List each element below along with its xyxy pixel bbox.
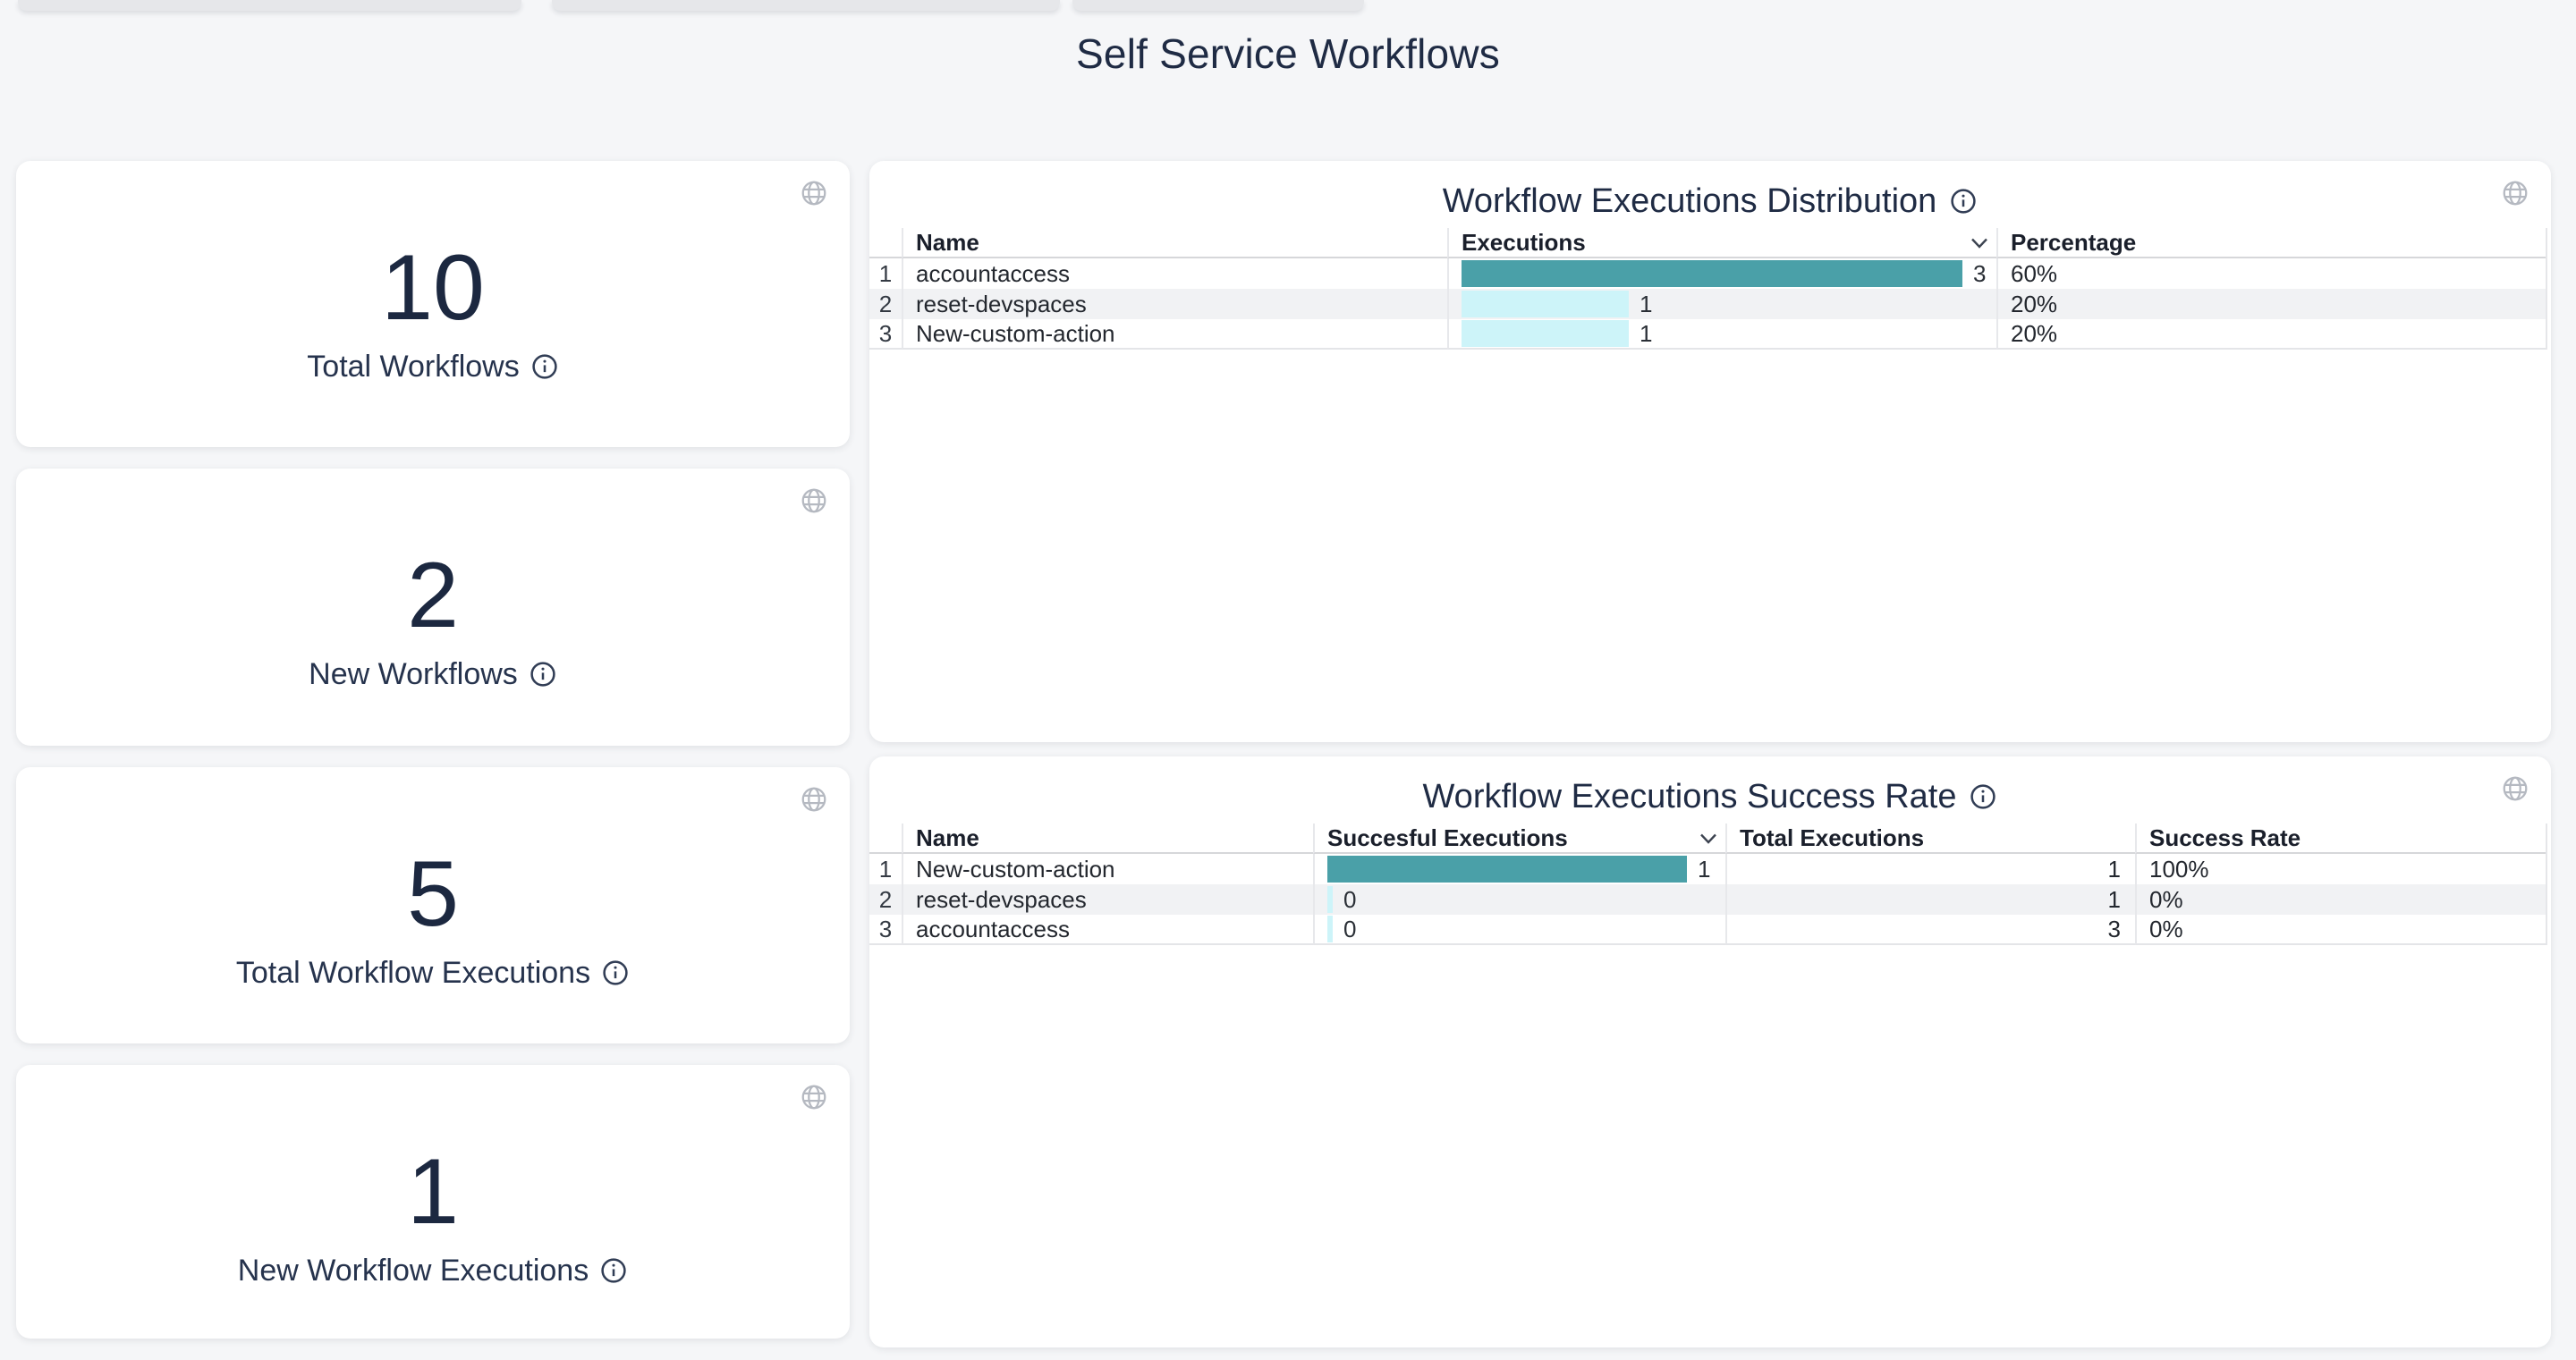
column-header-index — [869, 228, 902, 258]
page-title: Self Service Workflows — [1076, 30, 1500, 77]
row-index: 2 — [869, 884, 902, 915]
stat-label: New Workflows — [309, 657, 518, 691]
cell-percentage: 20% — [1996, 289, 2546, 319]
stat-label: Total Workflow Executions — [235, 956, 591, 990]
cell-name: New-custom-action — [902, 319, 1447, 350]
stat-card-total-workflows: 10 Total Workflows — [16, 161, 850, 447]
bar-value: 1 — [1640, 320, 1653, 347]
stat-label-row: New Workflow Executions — [238, 1253, 628, 1288]
value-bar — [1462, 291, 1629, 317]
data-table-executions-distribution: Name Executions Percentage 1 accountaccess 3 6… — [869, 228, 2547, 350]
column-header-label: Name — [916, 229, 979, 256]
value-bar — [1327, 916, 1333, 942]
cell-success-rate: 0% — [2135, 915, 2546, 945]
cell-executions-bar: 1 — [1447, 289, 1996, 319]
top-card-edge — [18, 0, 521, 11]
column-header-succesful-executions[interactable]: Succesful Executions — [1313, 824, 1725, 854]
row-index: 2 — [869, 289, 902, 319]
globe-icon[interactable] — [800, 179, 828, 207]
cell-success-rate: 0% — [2135, 884, 2546, 915]
cell-name: reset-devspaces — [902, 884, 1313, 915]
cell-name: reset-devspaces — [902, 289, 1447, 319]
stat-value: 2 — [407, 544, 459, 647]
cell-percentage: 60% — [1996, 258, 2546, 289]
column-header-index — [869, 824, 902, 854]
cell-executions-bar: 3 — [1447, 258, 1996, 289]
table-card-workflow-executions-distribution: Workflow Executions Distribution Name Exe… — [869, 161, 2551, 742]
column-header-label: Total Executions — [1740, 824, 1925, 851]
stat-label: New Workflow Executions — [237, 1254, 589, 1288]
stat-cards-column: 10 Total Workflows 2 New Workflows 5 Total Wo… — [16, 161, 850, 1360]
info-icon[interactable] — [529, 660, 557, 688]
table-card-workflow-executions-success-rate: Workflow Executions Success Rate Name Suc… — [869, 756, 2551, 1347]
stat-card-new-workflow-executions: 1 New Workflow Executions — [16, 1065, 850, 1339]
column-header-executions[interactable]: Executions — [1447, 228, 1996, 258]
table-card-header: Workflow Executions Distribution — [869, 161, 2551, 222]
stat-value: 5 — [407, 842, 459, 946]
stat-label-row: Total Workflow Executions — [236, 955, 630, 991]
cell-name: accountaccess — [902, 915, 1313, 945]
info-icon[interactable] — [1949, 187, 1978, 215]
column-header-label: Success Rate — [2149, 824, 2301, 851]
column-header-label: Succesful Executions — [1327, 824, 1568, 851]
value-bar — [1462, 320, 1629, 347]
stat-card-total-workflow-executions: 5 Total Workflow Executions — [16, 767, 850, 1043]
cell-successful-executions-bar: 0 — [1313, 884, 1725, 915]
column-header-label: Name — [916, 824, 979, 851]
info-icon[interactable] — [530, 352, 559, 381]
data-table-success-rate: Name Succesful Executions Total Executions… — [869, 824, 2547, 945]
cell-executions-bar: 1 — [1447, 319, 1996, 350]
value-bar — [1327, 856, 1687, 883]
row-index: 3 — [869, 915, 902, 945]
cell-total-executions: 1 — [1725, 854, 2135, 884]
row-index: 3 — [869, 319, 902, 350]
cell-total-executions: 3 — [1725, 915, 2135, 945]
cell-percentage: 20% — [1996, 319, 2546, 350]
bar-value: 0 — [1343, 886, 1357, 913]
top-card-edge — [1072, 0, 1364, 11]
stat-label-row: Total Workflows — [307, 349, 558, 384]
globe-icon[interactable] — [2501, 179, 2529, 207]
table-cards-column: Workflow Executions Distribution Name Exe… — [869, 161, 2551, 1347]
cell-total-executions: 1 — [1725, 884, 2135, 915]
bar-value: 0 — [1343, 916, 1357, 942]
globe-icon[interactable] — [800, 785, 828, 814]
column-header-percentage[interactable]: Percentage — [1996, 228, 2546, 258]
column-header-name[interactable]: Name — [902, 824, 1313, 854]
top-card-edge — [552, 0, 1060, 11]
table-title: Workflow Executions Distribution — [1442, 182, 1937, 220]
bar-value: 1 — [1640, 291, 1653, 317]
value-bar — [1462, 260, 1962, 287]
row-index: 1 — [878, 856, 893, 883]
column-header-name[interactable]: Name — [902, 228, 1447, 258]
cell-success-rate: 100% — [2135, 854, 2546, 884]
cell-name: accountaccess — [902, 258, 1447, 289]
globe-icon[interactable] — [800, 486, 828, 515]
row-index: 1 — [878, 260, 893, 287]
globe-icon[interactable] — [2501, 774, 2529, 803]
cell-successful-executions-bar: 0 — [1313, 915, 1725, 945]
globe-icon[interactable] — [800, 1083, 828, 1111]
column-header-total-executions[interactable]: Total Executions — [1725, 824, 2135, 854]
column-header-success-rate[interactable]: Success Rate — [2135, 824, 2546, 854]
column-header-label: Executions — [1462, 229, 1586, 256]
value-bar — [1327, 886, 1333, 913]
bar-value: 1 — [1698, 856, 1711, 883]
stat-value: 10 — [381, 236, 485, 340]
table-title: Workflow Executions Success Rate — [1422, 778, 1957, 815]
info-icon[interactable] — [599, 1256, 628, 1285]
table-card-header: Workflow Executions Success Rate — [869, 756, 2551, 817]
cell-successful-executions-bar: 1 — [1313, 854, 1725, 884]
info-icon[interactable] — [1969, 782, 1997, 811]
stat-value: 1 — [407, 1140, 459, 1244]
cell-name: New-custom-action — [902, 854, 1313, 884]
stat-label-row: New Workflows — [309, 656, 557, 692]
stat-label: Total Workflows — [307, 350, 520, 384]
bar-value: 3 — [1973, 260, 1987, 287]
column-header-label: Percentage — [2011, 229, 2137, 256]
info-icon[interactable] — [601, 959, 630, 987]
stat-card-new-workflows: 2 New Workflows — [16, 469, 850, 746]
